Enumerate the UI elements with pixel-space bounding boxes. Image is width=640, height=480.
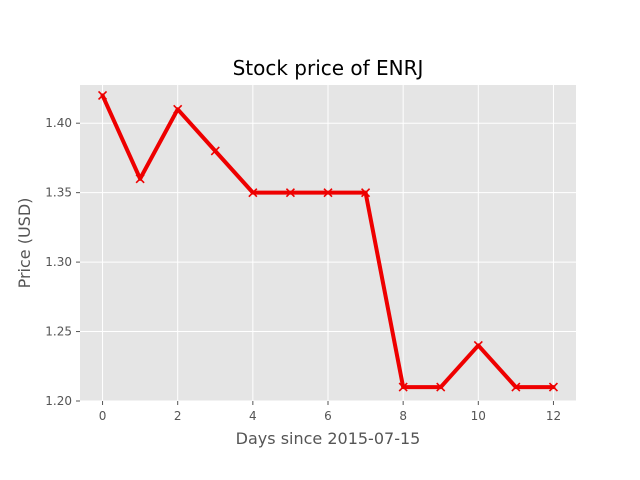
data-point-marker <box>285 188 295 198</box>
data-point-marker <box>473 340 483 351</box>
x-tick-label: 0 <box>99 409 107 423</box>
data-point-marker <box>97 90 108 100</box>
series-layer <box>97 90 559 392</box>
x-tick-label: 10 <box>471 409 486 423</box>
x-axis-label: Days since 2015-07-15 <box>236 429 421 448</box>
x-tick-label: 8 <box>399 409 407 423</box>
data-point-marker <box>210 146 220 156</box>
data-point-marker <box>511 382 521 392</box>
data-point-marker <box>548 382 559 392</box>
y-tick-label: 1.40 <box>45 116 72 130</box>
axis-ticks: 0 2 4 6 8 10 12 1.20 1.25 1.30 1.35 1.40 <box>45 116 561 423</box>
x-tick-label: 6 <box>324 409 332 423</box>
x-tick-label: 4 <box>249 409 257 423</box>
x-tick-label: 12 <box>546 409 561 423</box>
data-point-marker <box>135 174 145 184</box>
data-point-marker <box>436 382 446 392</box>
data-point-marker <box>398 382 408 392</box>
y-tick-label: 1.25 <box>45 325 72 339</box>
y-tick-label: 1.20 <box>45 394 72 408</box>
y-axis-label: Price (USD) <box>15 198 34 289</box>
data-point-marker <box>248 188 258 198</box>
data-point-marker <box>323 188 333 198</box>
x-tick-label: 2 <box>174 409 182 423</box>
data-point-marker <box>361 188 371 198</box>
data-point-marker <box>173 104 183 114</box>
chart-title: Stock price of ENRJ <box>233 56 424 80</box>
y-tick-label: 1.35 <box>45 186 72 200</box>
y-tick-label: 1.30 <box>45 255 72 269</box>
